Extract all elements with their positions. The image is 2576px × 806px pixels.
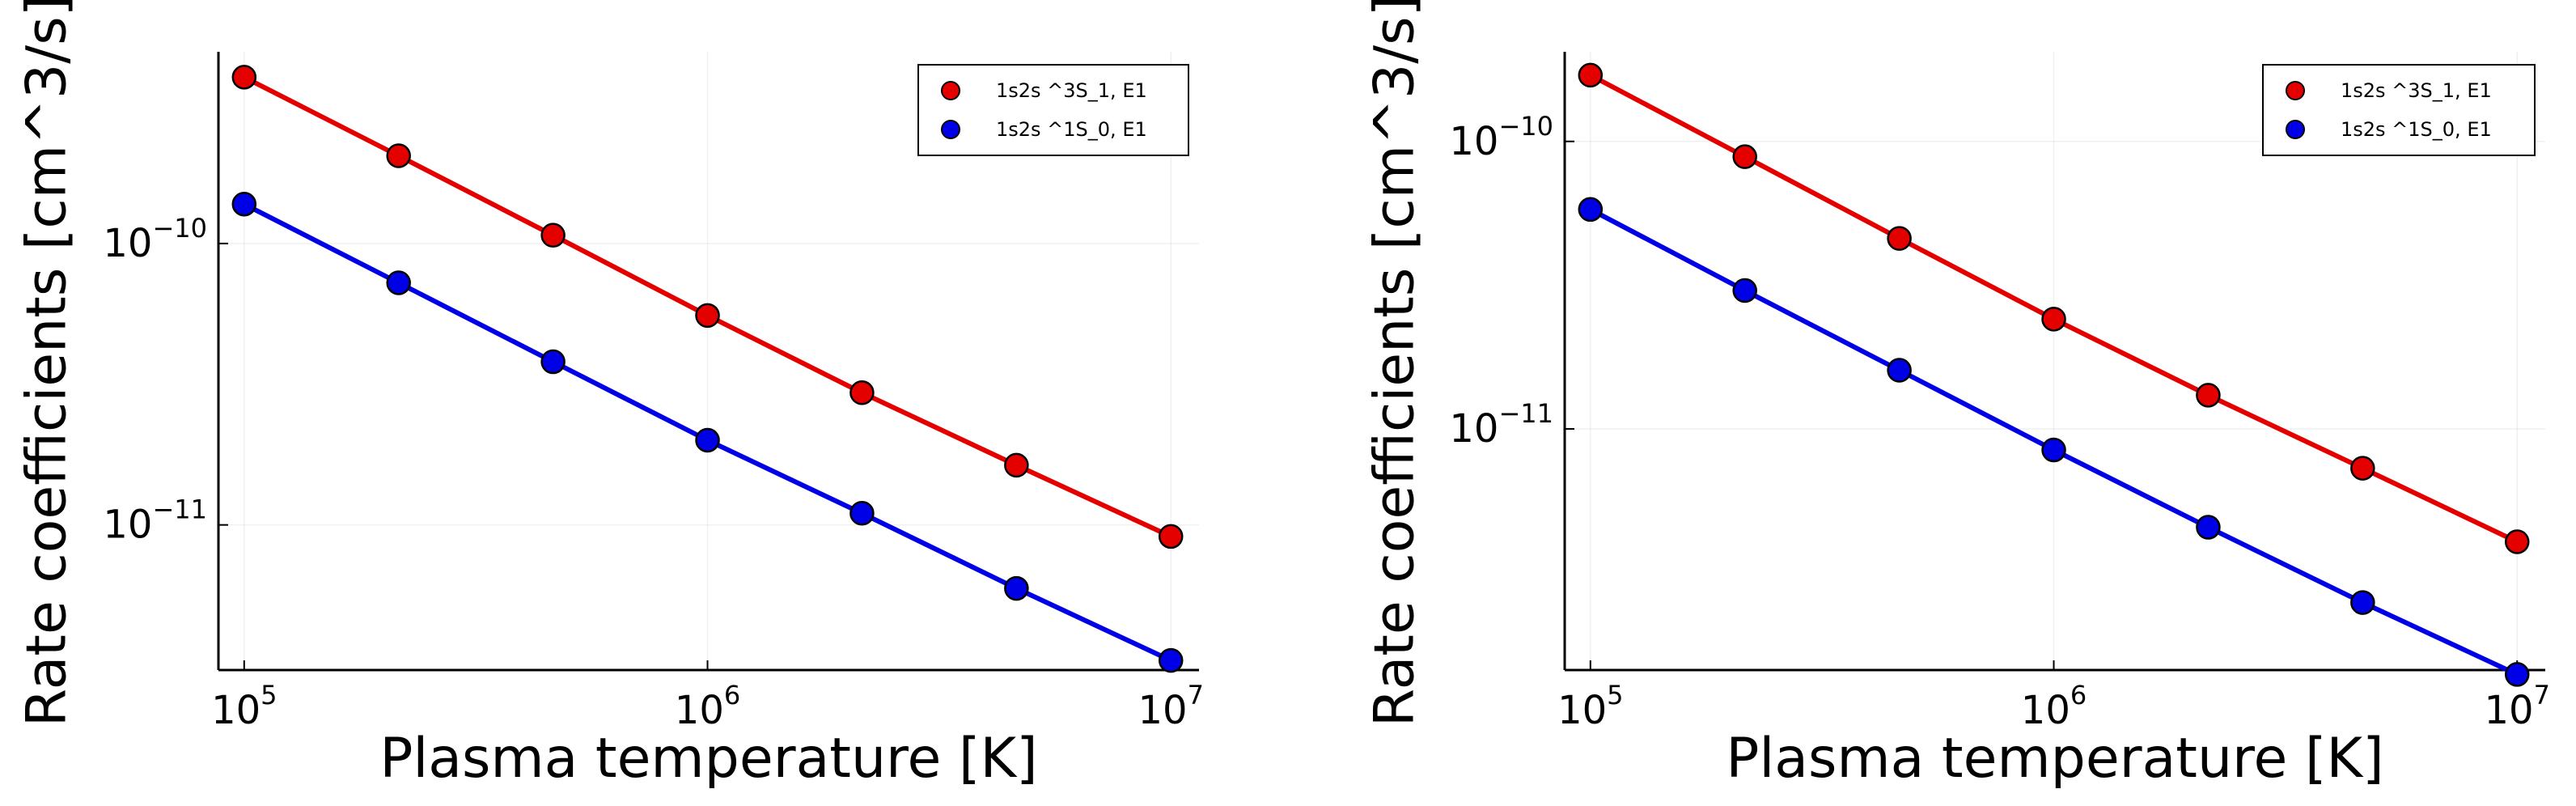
series-2-point-2 [1732,278,1757,303]
series-2-point-4 [695,427,720,453]
series-1-point-2 [386,143,411,168]
series-1-point-6 [2350,456,2375,481]
series-2-point-7 [2504,662,2530,687]
y-tick-label-2: 10−11 [103,494,207,548]
series-2-point-3 [540,349,566,375]
legend-marker-2 [941,120,960,139]
x-axis-label: Plasma temperature [K] [379,727,1037,791]
series-2-point-2 [386,270,411,295]
legend: 1s2s ^3S_1, E1 1s2s ^1S_0, E1 [917,64,1189,156]
legend-label-2: 1s2s ^1S_0, E1 [2341,118,2492,141]
series-2-point-5 [2196,515,2221,540]
series-1-point-4 [695,303,720,329]
series-1-point-3 [1887,226,1912,251]
series-1-point-6 [1004,452,1029,478]
x-tick-label-3: 107 [1138,680,1204,733]
y-tick-label-2: 10−11 [1449,398,1553,452]
series-1-point-3 [540,223,566,248]
y-axis-label: Rate coefficients [cm^3/s] [1363,0,1427,727]
x-tick-label-2: 106 [2021,680,2087,733]
legend-box [2262,64,2536,156]
series-2-point-1 [1578,197,1604,223]
chart-panel-2: 105 106 107 10−10 10−11 Plasma temperature [K… [1363,0,2550,791]
legend-label-1: 1s2s ^3S_1, E1 [2341,79,2492,102]
series-1-point-1 [231,65,257,90]
series-1-point-7 [2504,529,2530,554]
x-tick-label-1: 105 [1557,680,1623,733]
y-tick-label-1: 10−10 [103,213,207,266]
series-1-point-1 [1578,62,1604,88]
legend-marker-2 [2286,120,2305,139]
legend-label-1: 1s2s ^3S_1, E1 [996,79,1147,102]
legend-marker-1 [941,81,960,100]
series-2-point-7 [1158,647,1184,673]
y-axis-label: Rate coefficients [cm^3/s] [15,0,79,727]
series-2-point-6 [1004,575,1029,601]
chart-panel-1: 105 106 107 10−10 10−11 Plasma temperature [K… [15,0,1204,791]
series-1-point-7 [1158,524,1184,549]
series-2-point-1 [231,192,257,217]
x-tick-label-2: 106 [675,680,740,733]
series-1-point-2 [1732,144,1757,169]
series-1-point-5 [849,380,875,405]
y-tick-label-1: 10−10 [1449,111,1553,164]
legend-marker-1 [2286,81,2305,100]
legend-label-2: 1s2s ^1S_0, E1 [996,118,1147,141]
series-2-point-5 [849,501,875,526]
series-2-point-4 [2041,437,2066,463]
x-axis-label: Plasma temperature [K] [1726,727,2383,791]
series-1-point-4 [2041,307,2066,332]
x-tick-label-3: 107 [2485,680,2550,733]
legend-box [917,64,1189,156]
legend: 1s2s ^3S_1, E1 1s2s ^1S_0, E1 [2262,64,2536,156]
series-2-point-6 [2350,590,2375,615]
series-1-point-5 [2196,383,2221,408]
x-tick-label-1: 105 [211,680,277,733]
series-2-point-3 [1887,358,1912,383]
